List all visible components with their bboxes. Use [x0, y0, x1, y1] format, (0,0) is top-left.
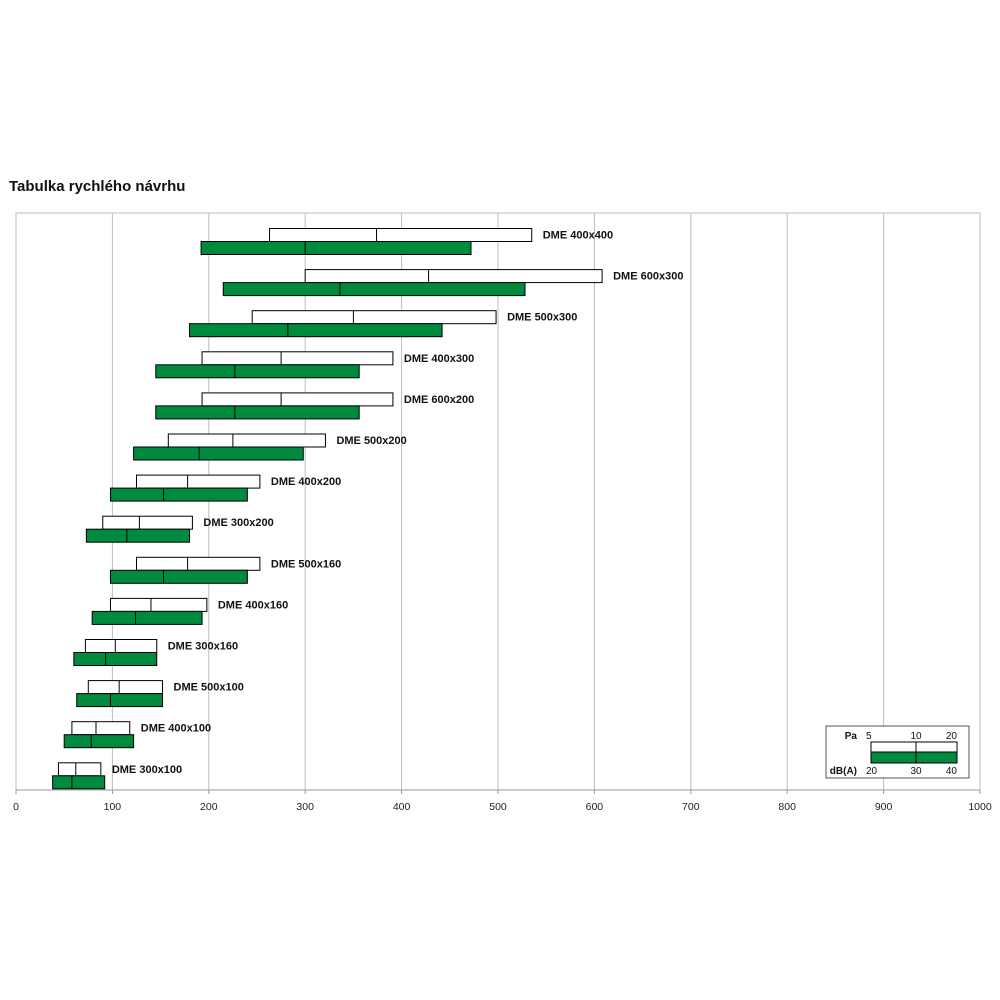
noise-range-bar [85, 528, 191, 543]
series-group: DME 400x400 [200, 228, 613, 255]
series-group: DME 400x100 [63, 721, 211, 749]
pressure-range-bar [167, 433, 326, 448]
pressure-range-bar [87, 680, 164, 695]
legend-dba-value: 40 [946, 766, 958, 777]
x-tick-label: 800 [778, 801, 796, 813]
noise-range-bar [91, 610, 203, 625]
series-label: DME 500x300 [507, 312, 577, 324]
series-label: DME 300x160 [168, 641, 238, 653]
noise-range-bar [133, 446, 304, 461]
series-label: DME 400x160 [218, 599, 288, 611]
x-tick-label: 900 [875, 801, 893, 813]
x-tick-label: 300 [296, 801, 314, 813]
series-group: DME 400x160 [91, 597, 288, 625]
series-group: DME 500x300 [189, 310, 577, 338]
series-group: DME 500x200 [133, 433, 407, 461]
series-label: DME 400x200 [271, 476, 341, 488]
series-label: DME 500x100 [174, 682, 244, 694]
series-label: DME 600x300 [613, 271, 683, 283]
series-label: DME 400x400 [543, 230, 613, 242]
series-group: DME 300x100 [52, 762, 182, 790]
pressure-range-bar [109, 597, 208, 612]
pressure-range-bar [57, 762, 102, 777]
legend-pa-value: 20 [946, 731, 958, 742]
noise-range-bar [109, 487, 248, 502]
x-tick-label: 400 [393, 801, 411, 813]
series-label: DME 300x200 [203, 517, 273, 529]
x-tick-label: 1000 [968, 801, 992, 813]
pressure-range-bar [304, 269, 603, 284]
series-group: DME 500x160 [109, 556, 341, 584]
legend-dba-value: 30 [910, 766, 922, 777]
pressure-range-bar [251, 310, 497, 325]
series-group: DME 400x300 [155, 351, 474, 379]
series-label: DME 600x200 [404, 394, 474, 406]
pressure-range-bar [84, 639, 158, 653]
series-group: DME 300x200 [85, 515, 274, 543]
pressure-range-bar [201, 351, 394, 366]
noise-range-bar [109, 569, 248, 584]
x-tick-label: 700 [682, 801, 700, 813]
x-tick-label: 500 [489, 801, 507, 813]
x-axis: 0 100 200 300 400 500 600 700 800 900 1000 [13, 789, 992, 813]
series-group: DME 500x100 [76, 680, 244, 708]
legend-noise-swatch [870, 751, 958, 764]
pressure-range-bar [136, 474, 261, 489]
noise-range-bar [222, 282, 526, 297]
legend-pa-value: 5 [866, 731, 872, 742]
noise-range-bar [200, 241, 472, 255]
noise-range-bar [155, 405, 360, 420]
x-tick-label: 600 [586, 801, 604, 813]
series-label: DME 400x300 [404, 353, 474, 365]
noise-range-bar [155, 364, 360, 379]
chart-title: Tabulka rychlého návrhu [9, 178, 186, 195]
noise-range-bar [189, 323, 443, 338]
bar-series: DME 400x400 DME 600x300 DME 500x300 DME 400… [52, 228, 683, 790]
noise-range-bar [63, 734, 135, 749]
noise-range-bar [52, 775, 106, 790]
legend-dba-label: dB(A) [830, 766, 857, 777]
legend: Pa 5 10 20 dB(A) 20 30 40 [825, 725, 970, 779]
series-group: DME 600x200 [155, 392, 474, 420]
pressure-range-bar [269, 228, 533, 242]
pressure-range-bar [136, 556, 261, 571]
x-tick-label: 0 [13, 801, 19, 813]
series-group: DME 300x160 [73, 639, 238, 666]
series-label: DME 400x100 [141, 723, 211, 735]
series-label: DME 300x100 [112, 764, 182, 776]
legend-pa-value: 10 [910, 731, 922, 742]
legend-dba-value: 20 [866, 766, 878, 777]
series-label: DME 500x200 [336, 435, 406, 447]
pressure-range-bar [71, 721, 131, 736]
x-tick-label: 200 [200, 801, 218, 813]
legend-pressure-swatch [870, 741, 958, 753]
pressure-range-bar [102, 515, 193, 530]
x-tick-label: 100 [104, 801, 122, 813]
pressure-range-bar [201, 392, 394, 407]
noise-range-bar [76, 693, 164, 708]
legend-pa-label: Pa [845, 731, 858, 742]
series-group: DME 400x200 [109, 474, 341, 502]
noise-range-bar [73, 652, 158, 666]
series-group: DME 600x300 [222, 269, 683, 297]
series-label: DME 500x160 [271, 558, 341, 570]
